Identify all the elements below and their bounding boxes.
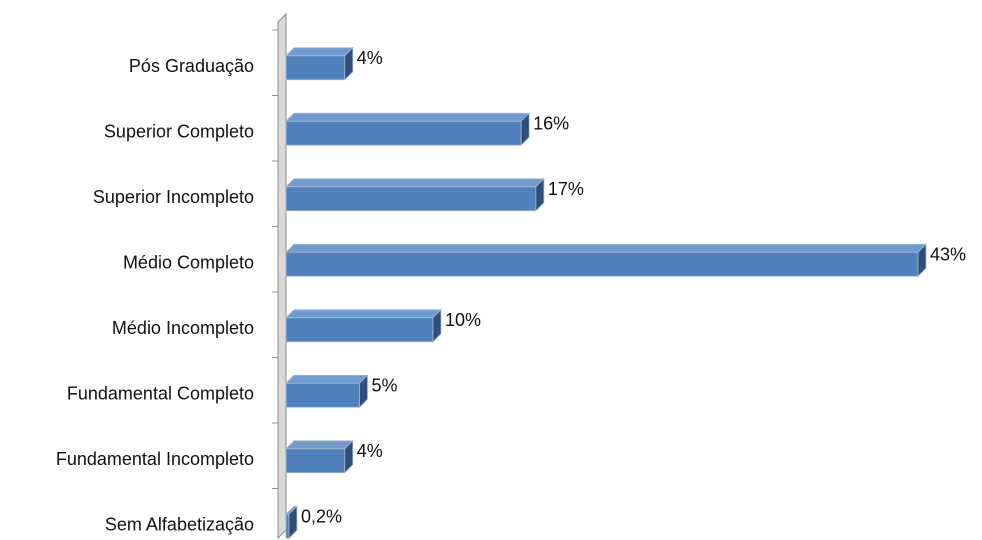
bar <box>285 308 442 343</box>
bar-side-face <box>535 177 545 212</box>
bar-side-face <box>432 308 442 343</box>
category-label: Superior Completo <box>104 121 254 141</box>
data-label: 17% <box>548 179 584 199</box>
data-label: 4% <box>357 441 383 461</box>
bar-top-face <box>285 178 545 188</box>
bar <box>285 439 354 474</box>
bar-top-face <box>285 440 354 450</box>
bar-top-face <box>285 47 354 57</box>
bar-top-face <box>285 374 369 384</box>
category-label: Sem Alfabetização <box>105 514 254 534</box>
data-label: 10% <box>445 310 481 330</box>
data-label: 16% <box>533 113 569 133</box>
bar-front-face <box>285 186 537 212</box>
data-label: 5% <box>371 375 397 395</box>
category-label: Fundamental Completo <box>67 383 254 403</box>
bar-top-face <box>285 309 442 319</box>
bar-front-face <box>285 55 346 81</box>
bar-front-face <box>285 513 290 539</box>
bars-group <box>285 46 927 540</box>
category-label: Superior Incompleto <box>93 187 254 207</box>
bar-top-face <box>285 112 531 122</box>
chart-back-wall <box>272 12 287 540</box>
bar-side-face <box>917 243 927 278</box>
bar <box>285 46 354 81</box>
bar <box>285 374 369 409</box>
bar-front-face <box>285 448 346 474</box>
bar-side-face <box>359 374 368 409</box>
bar <box>285 243 927 278</box>
bar <box>285 177 545 212</box>
back-wall-panel <box>277 12 287 540</box>
data-label: 4% <box>357 48 383 68</box>
bar-side-face <box>288 505 298 540</box>
category-label: Pós Graduação <box>129 56 254 76</box>
bar-front-face <box>285 317 434 343</box>
bar-side-face <box>344 439 354 474</box>
category-label: Médio Completo <box>123 252 254 272</box>
bar-side-face <box>344 46 354 81</box>
bar <box>285 112 531 147</box>
bar <box>285 505 298 540</box>
category-label: Médio Incompleto <box>112 318 254 338</box>
labels-group: Pós Graduação 4% Superior Completo 16% Super… <box>56 48 966 535</box>
bar-side-face <box>520 112 530 147</box>
data-label: 0,2% <box>301 506 342 526</box>
bar-front-face <box>285 251 919 277</box>
bar-top-face <box>285 243 927 253</box>
data-label: 43% <box>930 244 966 264</box>
bar-front-face <box>285 120 522 146</box>
bar-front-face <box>285 382 360 408</box>
category-label: Fundamental Incompleto <box>56 449 254 469</box>
